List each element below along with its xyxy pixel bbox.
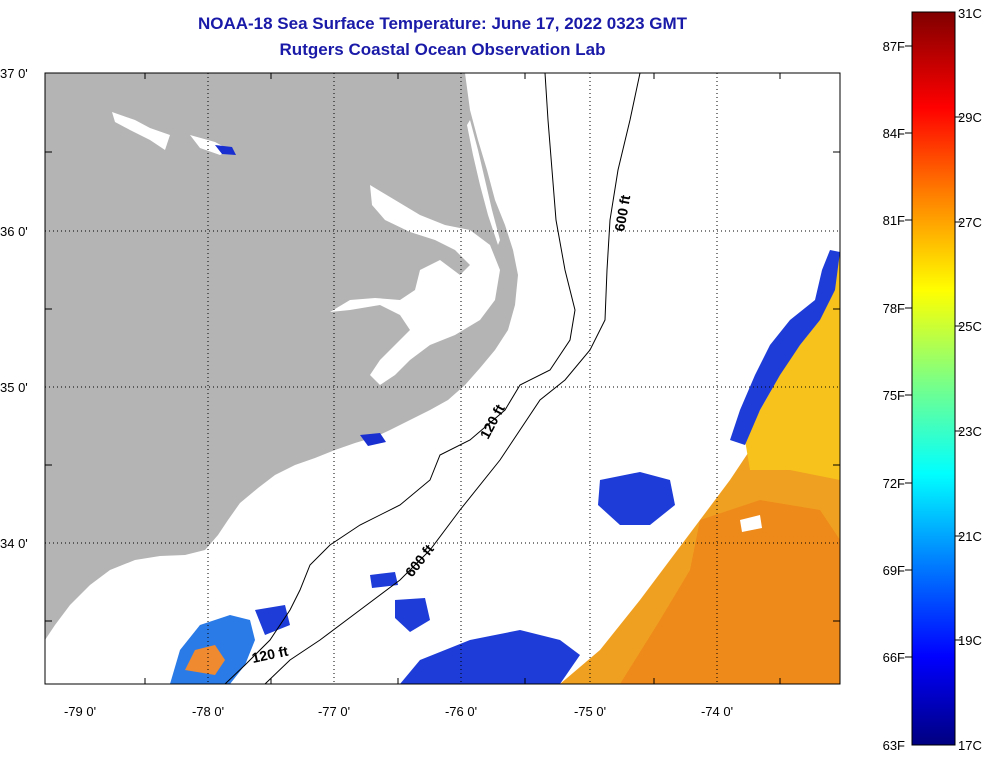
colorbar-label-c: 21C: [958, 529, 982, 544]
colorbar-label-c: 25C: [958, 319, 982, 334]
colorbar-label-f: 69F: [883, 563, 905, 578]
sst-cold-patch: [400, 630, 580, 684]
colorbar-label-c: 19C: [958, 633, 982, 648]
contour-120ft: [224, 73, 576, 684]
colorbar-label-f: 75F: [883, 388, 905, 403]
sst-cold-eddy: [598, 472, 675, 525]
colorbar-label-f: 81F: [883, 213, 905, 228]
colorbar-label-c: 29C: [958, 110, 982, 125]
lat-label: 36 0': [0, 224, 28, 239]
colorbar-label-f: 84F: [883, 126, 905, 141]
lon-label: -75 0': [574, 704, 606, 719]
lon-label: -74 0': [701, 704, 733, 719]
colorbar-label-f: 87F: [883, 39, 905, 54]
map-title: NOAA-18 Sea Surface Temperature: June 17…: [197, 14, 688, 33]
map-subtitle: Rutgers Coastal Ocean Observation Lab: [279, 40, 606, 59]
colorbar-label-f: 63F: [883, 738, 905, 753]
lat-label: 37 0': [0, 66, 28, 81]
sst-cold-patch: [370, 572, 398, 588]
colorbar-label-c: 27C: [958, 215, 982, 230]
colorbar-label-f: 78F: [883, 301, 905, 316]
inland-water: [112, 112, 170, 150]
sst-orange-region: [620, 500, 840, 684]
tick-marks: [45, 73, 840, 684]
lon-label: -79 0': [64, 704, 96, 719]
sst-patch: [360, 433, 386, 446]
lat-label: 35 0': [0, 380, 28, 395]
colorbar-label-c: 23C: [958, 424, 982, 439]
lon-label: -78 0': [192, 704, 224, 719]
colorbar-ticks: [905, 45, 962, 658]
cloud-gap: [740, 515, 762, 532]
colorbar-label-f: 72F: [883, 476, 905, 491]
contour-label-600ft: 600 ft: [611, 193, 633, 232]
colorbar-label-c: 31C: [958, 6, 982, 21]
albemarle-strip: [467, 120, 500, 245]
contour-600ft: [264, 73, 641, 684]
pamlico-sound: [330, 185, 500, 385]
lon-label: -76 0': [445, 704, 477, 719]
contour-label-120ft: 120 ft: [250, 643, 289, 666]
lon-label: -77 0': [318, 704, 350, 719]
graticule: [45, 73, 840, 684]
sst-cold-patch: [255, 605, 290, 635]
sst-cold-edge: [730, 250, 840, 445]
colorbar: [911, 11, 956, 746]
sst-patch: [215, 145, 236, 155]
sst-cold-patch: [395, 598, 430, 632]
lat-label: 34 0': [0, 536, 28, 551]
sst-yellow-region: [745, 250, 840, 480]
map-frame: [44, 72, 841, 685]
colorbar-label-c: 17C: [958, 738, 982, 753]
sst-sw-warm: [185, 645, 225, 675]
colorbar-label-f: 66F: [883, 650, 905, 665]
